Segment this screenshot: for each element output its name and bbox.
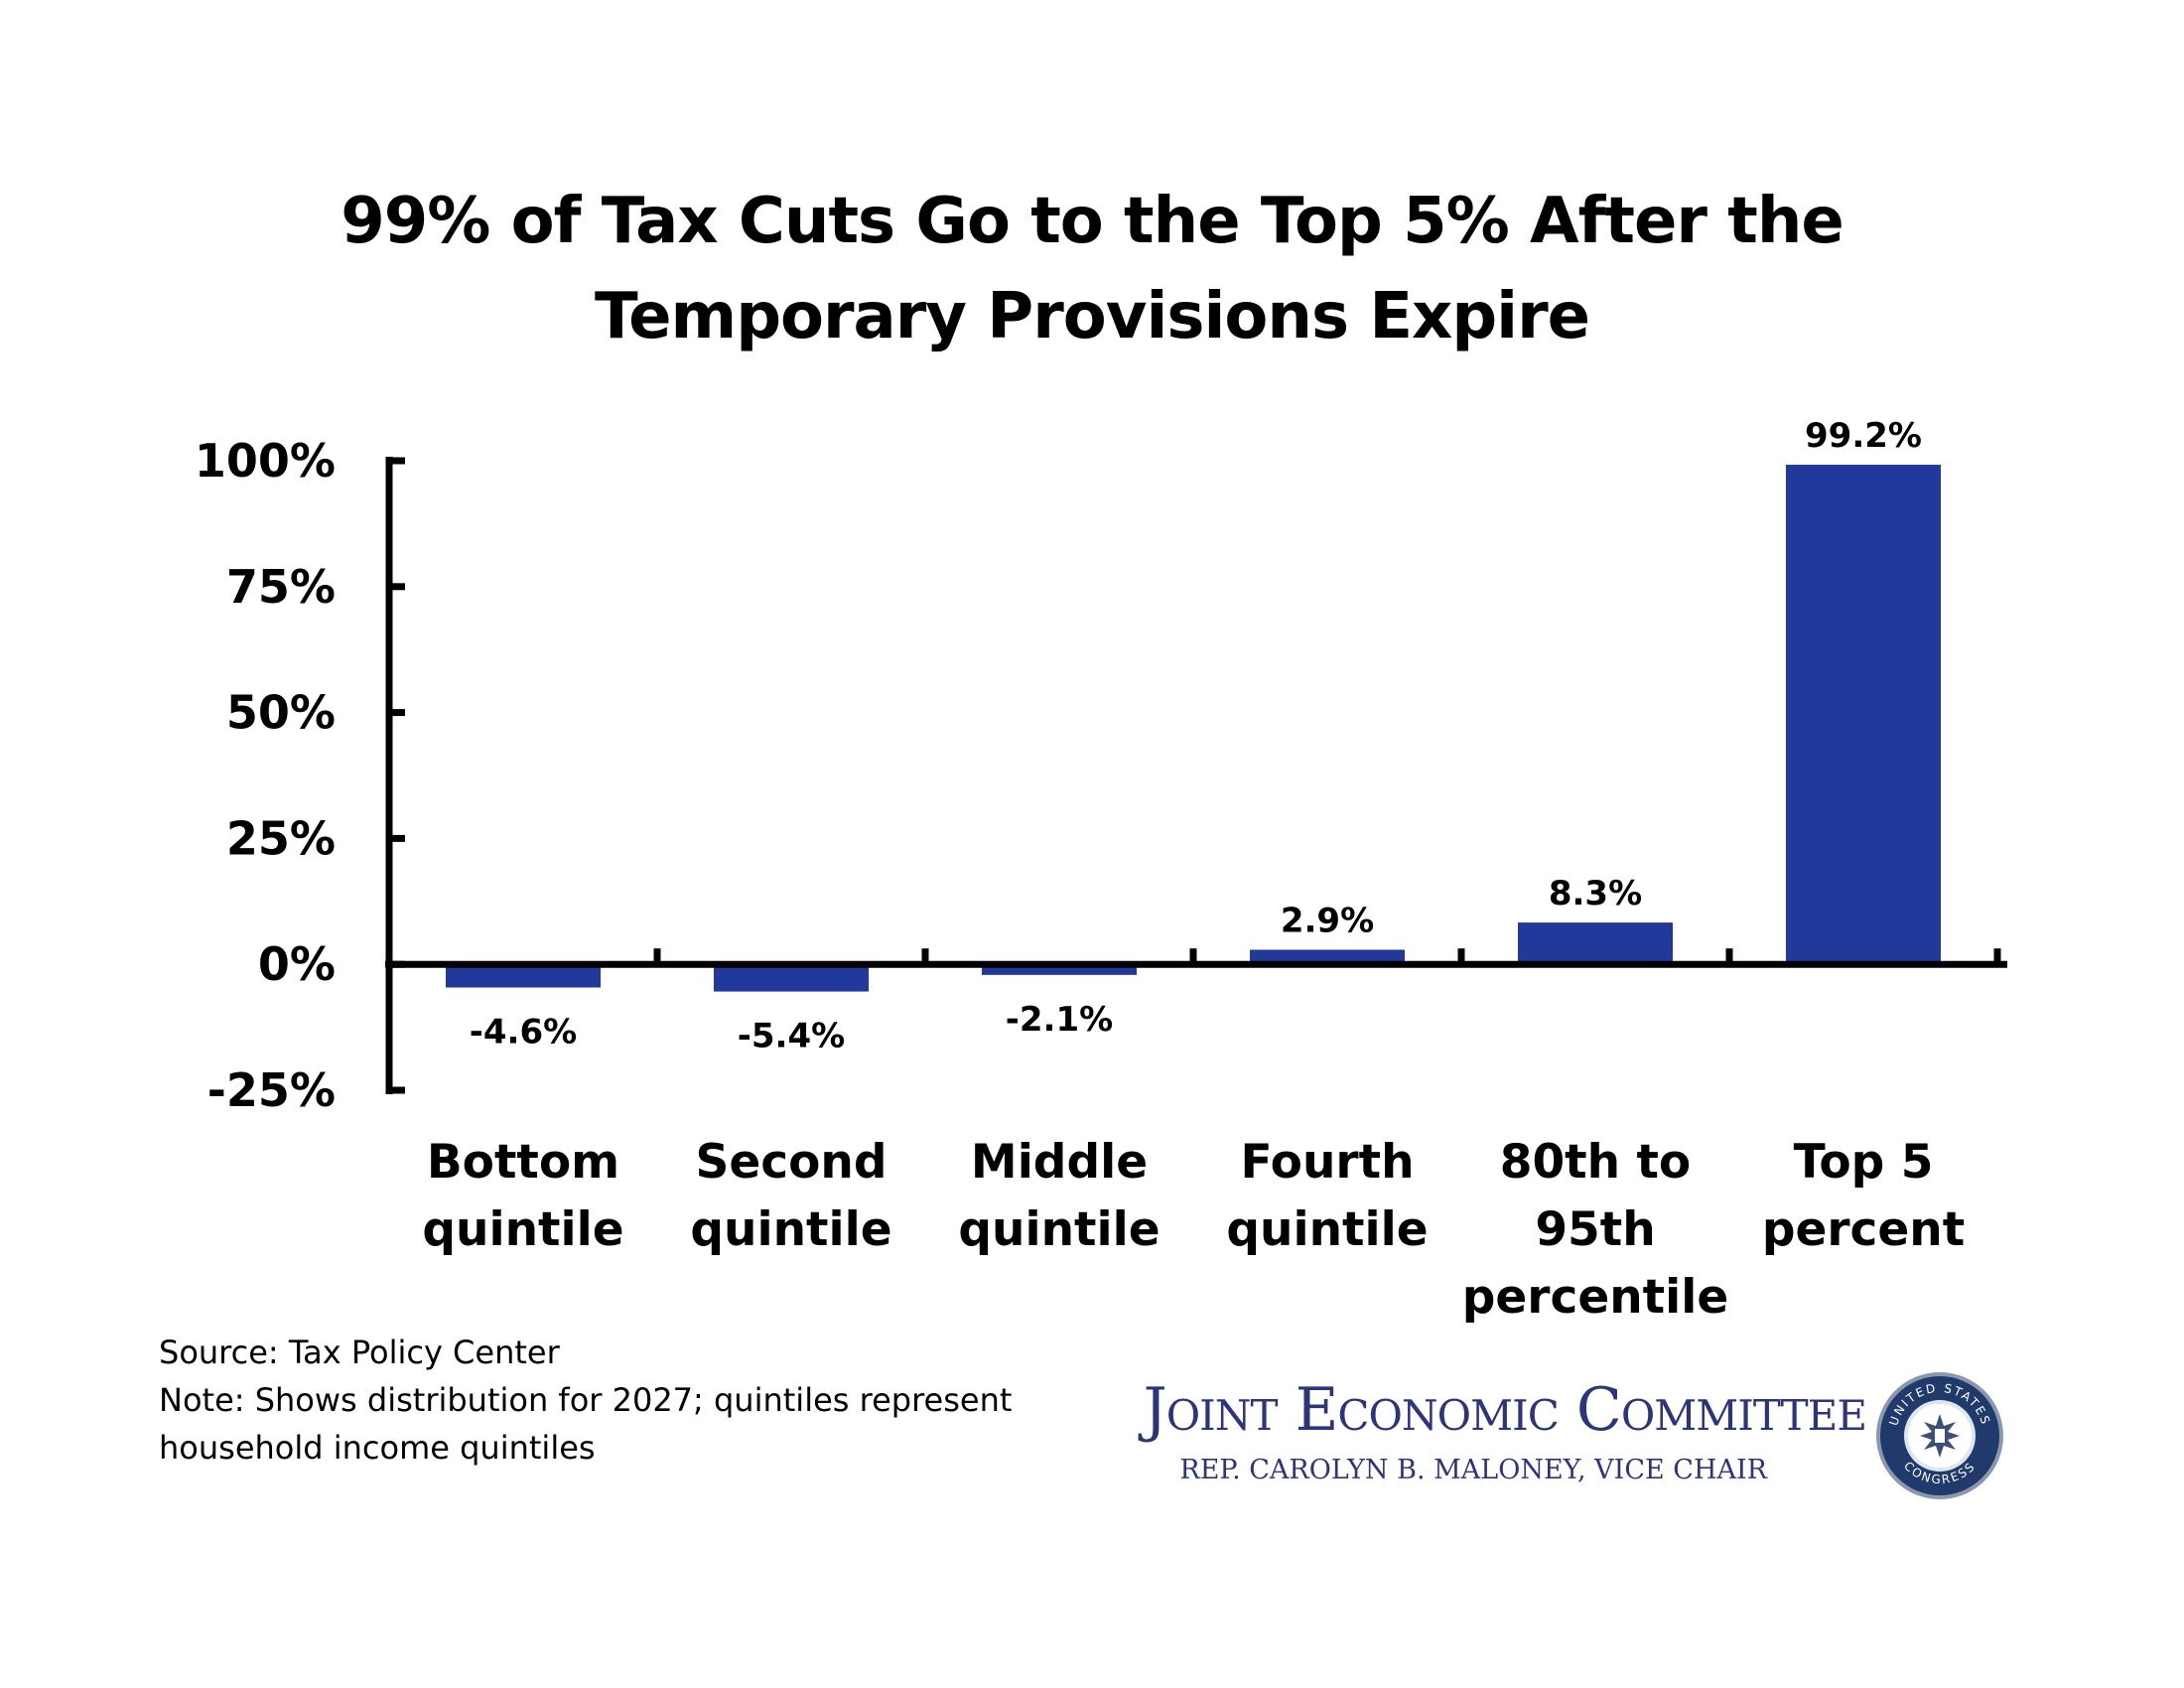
category-label-4-line-0: 80th to	[1500, 1135, 1691, 1190]
chart-title-line-1: 99% of Tax Cuts Go to the Top 5% After t…	[341, 185, 1844, 258]
category-label-1-line-1: quintile	[690, 1202, 891, 1257]
us-congress-seal-icon: UNITED STATES CONGRESS	[1876, 1372, 2003, 1499]
logo-name: Joint Economic Committee	[1143, 1375, 1867, 1445]
labels-layer: -4.6% Bottom quintile -5.4% Second quintile -2…	[195, 416, 1965, 1325]
data-label-0: -4.6%	[470, 1013, 577, 1053]
bars-layer	[446, 465, 1941, 992]
chart-title-line-2: Temporary Provisions Expire	[594, 280, 1590, 353]
data-label-4: 8.3%	[1549, 874, 1642, 914]
category-label-4-line-1: 95th	[1535, 1202, 1655, 1257]
data-label-3: 2.9%	[1281, 901, 1374, 940]
bar-0	[446, 964, 601, 988]
bar-2	[982, 964, 1137, 975]
category-label-1-line-0: Second	[696, 1135, 887, 1190]
category-label-0-line-1: quintile	[422, 1202, 623, 1257]
category-label-5-line-0: Top 5	[1794, 1135, 1934, 1190]
bar-1	[714, 964, 869, 992]
bar-5	[1786, 465, 1941, 965]
data-label-1: -5.4%	[738, 1017, 845, 1056]
logo-subtitle: REP. CAROLYN B. MALONEY, VICE CHAIR	[1179, 1455, 1767, 1485]
bar-3	[1250, 949, 1405, 965]
source-note: Source: Tax Policy Center	[159, 1334, 560, 1371]
chart-notes: Source: Tax Policy Center Note: Shows di…	[159, 1329, 1052, 1472]
y-tick-label-4: 0%	[258, 937, 336, 991]
y-tick-label-3: 25%	[226, 811, 336, 865]
category-label-3-line-0: Fourth	[1240, 1135, 1414, 1190]
chart-title: 99% of Tax Cuts Go to the Top 5% After t…	[298, 174, 1886, 364]
category-label-0-line-0: Bottom	[427, 1135, 619, 1190]
y-tick-label-1: 75%	[226, 560, 336, 614]
category-label-5-line-1: percent	[1762, 1202, 1965, 1257]
category-label-2-line-1: quintile	[958, 1202, 1160, 1257]
y-tick-label-0: 100%	[195, 434, 336, 488]
bar-4	[1518, 922, 1673, 965]
jec-logo: Joint Economic Committee REP. CAROLYN B.…	[1072, 1375, 1867, 1504]
category-label-3-line-1: quintile	[1226, 1202, 1428, 1257]
axes-layer	[385, 457, 2007, 1094]
note-line-2: household income quintiles	[159, 1429, 596, 1467]
data-label-5: 99.2%	[1805, 416, 1922, 456]
y-tick-label-5: -25%	[207, 1063, 336, 1117]
note-line-1: Note: Shows distribution for 2027; quint…	[159, 1381, 1013, 1419]
category-label-2-line-0: Middle	[971, 1135, 1148, 1190]
category-label-4-line-2: percentile	[1462, 1270, 1728, 1325]
data-label-2: -2.1%	[1006, 1000, 1113, 1040]
y-tick-label-2: 50%	[226, 686, 336, 740]
